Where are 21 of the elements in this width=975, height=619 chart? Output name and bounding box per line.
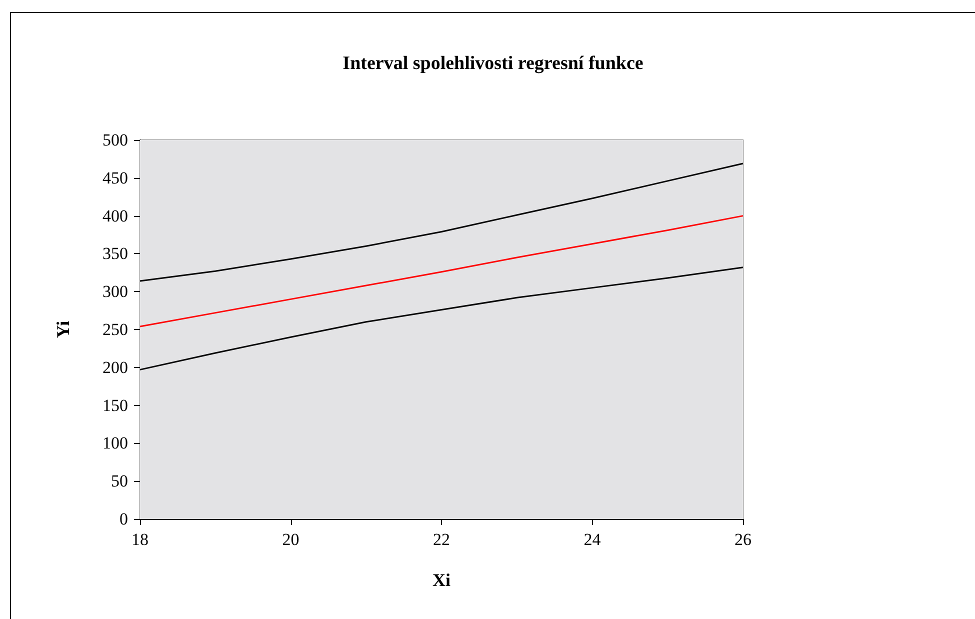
x-tick-label: 22 <box>433 530 450 549</box>
y-tick-label: 300 <box>102 282 128 302</box>
x-tick-label: 18 <box>132 530 148 549</box>
y-tick-label: 500 <box>102 130 128 150</box>
y-tick-label: 150 <box>102 396 128 415</box>
y-tick-label: 400 <box>102 206 128 226</box>
y-tick-label: 250 <box>102 320 128 339</box>
y-tick-label: 100 <box>102 434 128 453</box>
y-tick-label: 350 <box>102 244 128 264</box>
line-series <box>139 215 744 328</box>
x-tick-label: 26 <box>734 530 752 549</box>
x-tick-label: 20 <box>282 530 300 549</box>
line-series <box>139 162 744 282</box>
x-axis-title: Xi <box>432 570 450 590</box>
y-tick-label: 50 <box>111 472 128 491</box>
y-axis-title: Yi <box>53 320 73 338</box>
y-tick-label: 200 <box>102 358 128 377</box>
y-tick-label: 450 <box>102 168 128 188</box>
chart-title: Interval spolehlivosti regresní funkce <box>342 53 644 74</box>
x-tick-label: 24 <box>584 530 602 549</box>
y-tick-label: 0 <box>120 510 128 528</box>
